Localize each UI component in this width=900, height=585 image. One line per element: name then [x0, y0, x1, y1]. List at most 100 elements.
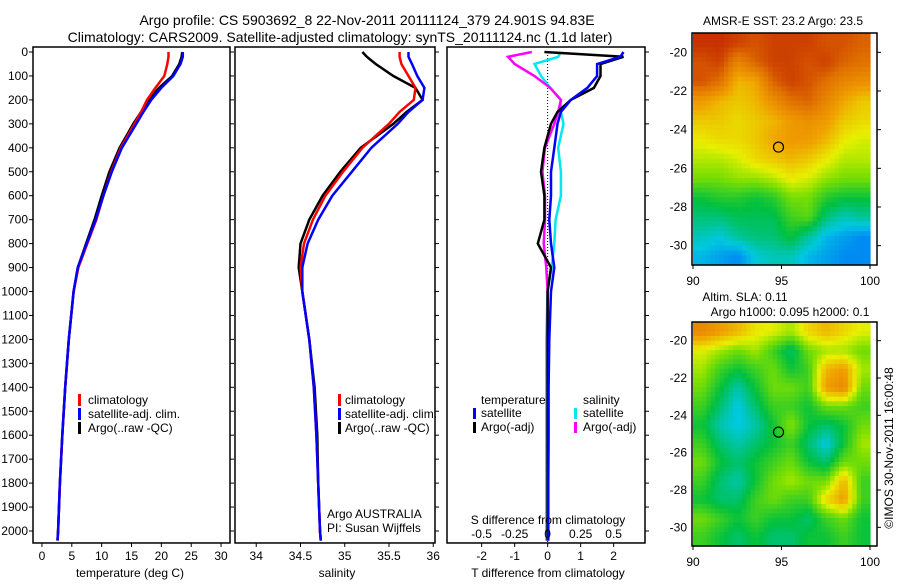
heatmap-cell	[701, 513, 707, 519]
heatmap-cell	[728, 494, 734, 500]
heatmap-cell	[839, 42, 844, 49]
heatmap-cell	[750, 354, 756, 360]
heatmap-cell	[706, 401, 712, 407]
heatmap-cell	[781, 462, 787, 468]
heatmap-cell	[785, 134, 791, 140]
heatmap-cell	[750, 527, 756, 533]
heatmap-cell	[737, 522, 743, 528]
heatmap-cell	[741, 240, 747, 247]
heatmap-cell	[834, 149, 840, 155]
heatmap-cell	[693, 120, 698, 126]
heatmap-cell	[693, 255, 698, 261]
heatmap-cell	[843, 240, 849, 247]
heatmap-cell	[701, 471, 707, 477]
heatmap-cell	[746, 350, 752, 356]
heatmap-cell	[759, 452, 765, 458]
heatmap-cell	[728, 466, 734, 472]
heatmap-cell	[803, 66, 809, 73]
heatmap-cell	[812, 192, 818, 198]
heatmap-cell	[763, 207, 769, 213]
heatmap-cell	[790, 326, 796, 332]
heatmap-cell	[724, 541, 729, 547]
heatmap-cell	[843, 354, 849, 360]
heatmap-cell	[706, 368, 712, 374]
heatmap-cell	[790, 518, 796, 524]
heatmap-cell	[701, 260, 707, 266]
heatmap-cell	[701, 359, 707, 365]
heatmap-cell	[785, 359, 791, 365]
heatmap-cell	[830, 182, 836, 189]
heatmap-cell	[834, 466, 840, 472]
heatmap-cell	[724, 476, 729, 482]
heatmap-cell	[777, 518, 783, 524]
heatmap-cell	[843, 401, 849, 407]
heatmap-cell	[852, 373, 858, 379]
heatmap-cell	[865, 350, 871, 356]
heatmap-cell	[697, 504, 703, 510]
heatmap-cell	[732, 466, 738, 472]
heatmap-cell	[799, 86, 805, 92]
heatmap-cell	[741, 52, 747, 58]
heatmap-cell	[830, 522, 836, 528]
heatmap-cell	[728, 541, 734, 547]
heatmap-cell	[768, 100, 774, 107]
heatmap-cell	[839, 364, 844, 370]
heatmap-cell	[741, 364, 747, 370]
heatmap-cell	[825, 345, 831, 351]
heatmap-cell	[719, 457, 725, 463]
heatmap-cell	[719, 494, 725, 500]
heatmap-cell	[719, 66, 725, 73]
heatmap-cell	[777, 255, 783, 261]
heatmap-cell	[839, 401, 844, 407]
heatmap-cell	[732, 354, 738, 360]
heatmap-cell	[825, 129, 831, 136]
heatmap-cell	[790, 221, 796, 227]
heatmap-cell	[825, 187, 831, 194]
heatmap-cell	[755, 245, 760, 252]
heatmap-cell	[852, 340, 858, 346]
heatmap-cell	[732, 415, 738, 421]
heatmap-cell	[697, 471, 703, 477]
heatmap-cell	[799, 47, 805, 53]
heatmap-cell	[772, 221, 778, 227]
heatmap-cell	[772, 527, 778, 533]
heatmap-cell	[803, 240, 809, 247]
heatmap-cell	[834, 527, 840, 533]
heatmap-cell	[794, 115, 800, 121]
heatmap-cell	[861, 153, 867, 160]
heatmap-cell	[715, 485, 721, 491]
heatmap-cell	[710, 221, 716, 227]
heatmap-cell	[794, 448, 800, 454]
heatmap-cell	[781, 105, 787, 111]
heatmap-cell	[790, 336, 796, 342]
heatmap-cell	[794, 326, 800, 332]
heatmap-cell	[781, 420, 787, 426]
heatmap-cell	[697, 197, 703, 203]
heatmap-cell	[799, 522, 805, 528]
heatmap-cell	[719, 527, 725, 533]
heatmap-cell	[693, 336, 698, 342]
heatmap-cell	[768, 207, 774, 213]
heatmap-cell	[737, 392, 743, 398]
heatmap-cell	[781, 134, 787, 140]
heatmap-cell	[834, 401, 840, 407]
heatmap-cell	[763, 354, 769, 360]
heatmap-cell	[763, 42, 769, 49]
heatmap-cell	[825, 406, 831, 412]
heatmap-cell	[856, 66, 862, 73]
heatmap-cell	[861, 378, 867, 384]
heatmap-cell	[763, 158, 769, 165]
heatmap-cell	[732, 387, 738, 393]
heatmap-cell	[839, 47, 844, 53]
heatmap-cell	[790, 494, 796, 500]
heatmap-cell	[777, 86, 783, 92]
heatmap-cell	[693, 71, 698, 78]
heatmap-cell	[794, 37, 800, 44]
temperature-xlabel: temperature (deg C)	[76, 566, 184, 580]
depth-tick-label: 800	[8, 237, 28, 251]
heatmap-cell	[763, 448, 769, 454]
heatmap-cell	[803, 153, 809, 160]
heatmap-cell	[772, 134, 778, 140]
heatmap-cell	[852, 466, 858, 472]
heatmap-cell	[830, 410, 836, 416]
